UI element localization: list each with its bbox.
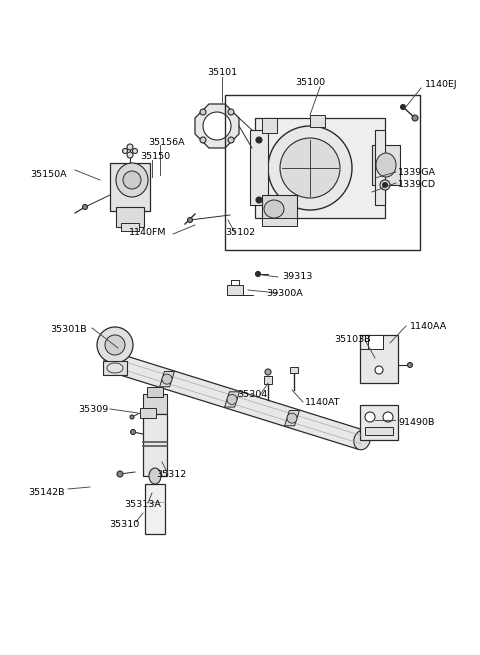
Text: 35313A: 35313A bbox=[124, 500, 161, 509]
Bar bbox=[290, 367, 298, 373]
Bar bbox=[264, 376, 272, 384]
Ellipse shape bbox=[131, 430, 135, 434]
Bar bbox=[116, 207, 144, 227]
Text: 35150: 35150 bbox=[140, 152, 170, 161]
Ellipse shape bbox=[256, 137, 262, 143]
Bar bbox=[103, 361, 127, 375]
Bar bbox=[310, 115, 325, 127]
Ellipse shape bbox=[83, 204, 87, 210]
Ellipse shape bbox=[354, 430, 370, 450]
Bar bbox=[140, 408, 156, 418]
Ellipse shape bbox=[256, 197, 262, 203]
Ellipse shape bbox=[376, 153, 396, 177]
Text: 1140AT: 1140AT bbox=[305, 398, 340, 407]
Bar bbox=[110, 163, 150, 211]
Ellipse shape bbox=[105, 335, 125, 355]
Bar bbox=[143, 414, 167, 476]
Ellipse shape bbox=[122, 149, 128, 153]
Ellipse shape bbox=[380, 180, 390, 190]
Polygon shape bbox=[285, 411, 300, 426]
Polygon shape bbox=[109, 352, 365, 449]
Bar bbox=[250, 130, 268, 205]
Text: 1339CD: 1339CD bbox=[398, 180, 436, 189]
Ellipse shape bbox=[264, 200, 284, 218]
Bar bbox=[227, 285, 243, 295]
Ellipse shape bbox=[188, 217, 192, 223]
Ellipse shape bbox=[162, 374, 172, 384]
Bar bbox=[262, 218, 297, 226]
Ellipse shape bbox=[408, 362, 412, 367]
Ellipse shape bbox=[116, 163, 148, 197]
Text: 35142B: 35142B bbox=[28, 488, 64, 497]
Bar bbox=[121, 223, 139, 231]
Ellipse shape bbox=[265, 369, 271, 375]
Ellipse shape bbox=[149, 468, 161, 484]
Bar bbox=[255, 118, 385, 218]
Text: 39300A: 39300A bbox=[266, 289, 303, 298]
Ellipse shape bbox=[280, 138, 340, 198]
Bar bbox=[360, 335, 398, 383]
Ellipse shape bbox=[227, 394, 237, 404]
Text: 35156A: 35156A bbox=[148, 138, 185, 147]
Ellipse shape bbox=[117, 471, 123, 477]
Bar bbox=[365, 427, 393, 435]
Ellipse shape bbox=[228, 109, 234, 115]
Text: 35102: 35102 bbox=[225, 228, 255, 237]
Text: 35301B: 35301B bbox=[50, 325, 86, 334]
Text: 35312: 35312 bbox=[156, 470, 186, 479]
Bar bbox=[360, 405, 398, 440]
Bar bbox=[145, 484, 165, 534]
Ellipse shape bbox=[400, 105, 406, 109]
Ellipse shape bbox=[200, 137, 206, 143]
Text: 1140EJ: 1140EJ bbox=[425, 80, 457, 89]
Text: 35101: 35101 bbox=[207, 68, 237, 77]
Ellipse shape bbox=[412, 115, 418, 121]
Polygon shape bbox=[225, 392, 240, 407]
Bar bbox=[143, 394, 167, 414]
Ellipse shape bbox=[127, 152, 133, 158]
Ellipse shape bbox=[127, 144, 133, 150]
Text: 1140AA: 1140AA bbox=[410, 322, 447, 331]
Ellipse shape bbox=[123, 171, 141, 189]
Polygon shape bbox=[195, 104, 239, 148]
Text: 91490B: 91490B bbox=[398, 418, 434, 427]
Ellipse shape bbox=[383, 412, 393, 422]
Polygon shape bbox=[160, 371, 174, 387]
Ellipse shape bbox=[132, 149, 137, 153]
Text: 35310: 35310 bbox=[109, 520, 139, 529]
Ellipse shape bbox=[203, 112, 231, 140]
Ellipse shape bbox=[365, 412, 375, 422]
Bar bbox=[375, 130, 385, 205]
Bar bbox=[225, 95, 420, 250]
Ellipse shape bbox=[200, 109, 206, 115]
Text: 35309: 35309 bbox=[78, 405, 108, 414]
Ellipse shape bbox=[130, 415, 134, 419]
Text: 1339GA: 1339GA bbox=[398, 168, 436, 177]
Ellipse shape bbox=[287, 413, 297, 423]
Ellipse shape bbox=[228, 137, 234, 143]
Text: 1140FM: 1140FM bbox=[129, 228, 167, 237]
Text: 35304: 35304 bbox=[237, 390, 267, 399]
Text: 35103B: 35103B bbox=[334, 335, 371, 344]
Ellipse shape bbox=[107, 363, 123, 373]
Bar bbox=[262, 195, 297, 223]
Text: 35150A: 35150A bbox=[30, 170, 67, 179]
Ellipse shape bbox=[97, 327, 133, 363]
Text: 35100: 35100 bbox=[295, 78, 325, 87]
Text: 39313: 39313 bbox=[282, 272, 312, 281]
Bar bbox=[372, 145, 400, 185]
Bar bbox=[262, 118, 277, 133]
Bar bbox=[368, 335, 383, 349]
Ellipse shape bbox=[383, 183, 387, 187]
Ellipse shape bbox=[255, 272, 261, 276]
Ellipse shape bbox=[375, 366, 383, 374]
Ellipse shape bbox=[104, 352, 120, 372]
Ellipse shape bbox=[268, 126, 352, 210]
Bar bbox=[147, 387, 163, 397]
